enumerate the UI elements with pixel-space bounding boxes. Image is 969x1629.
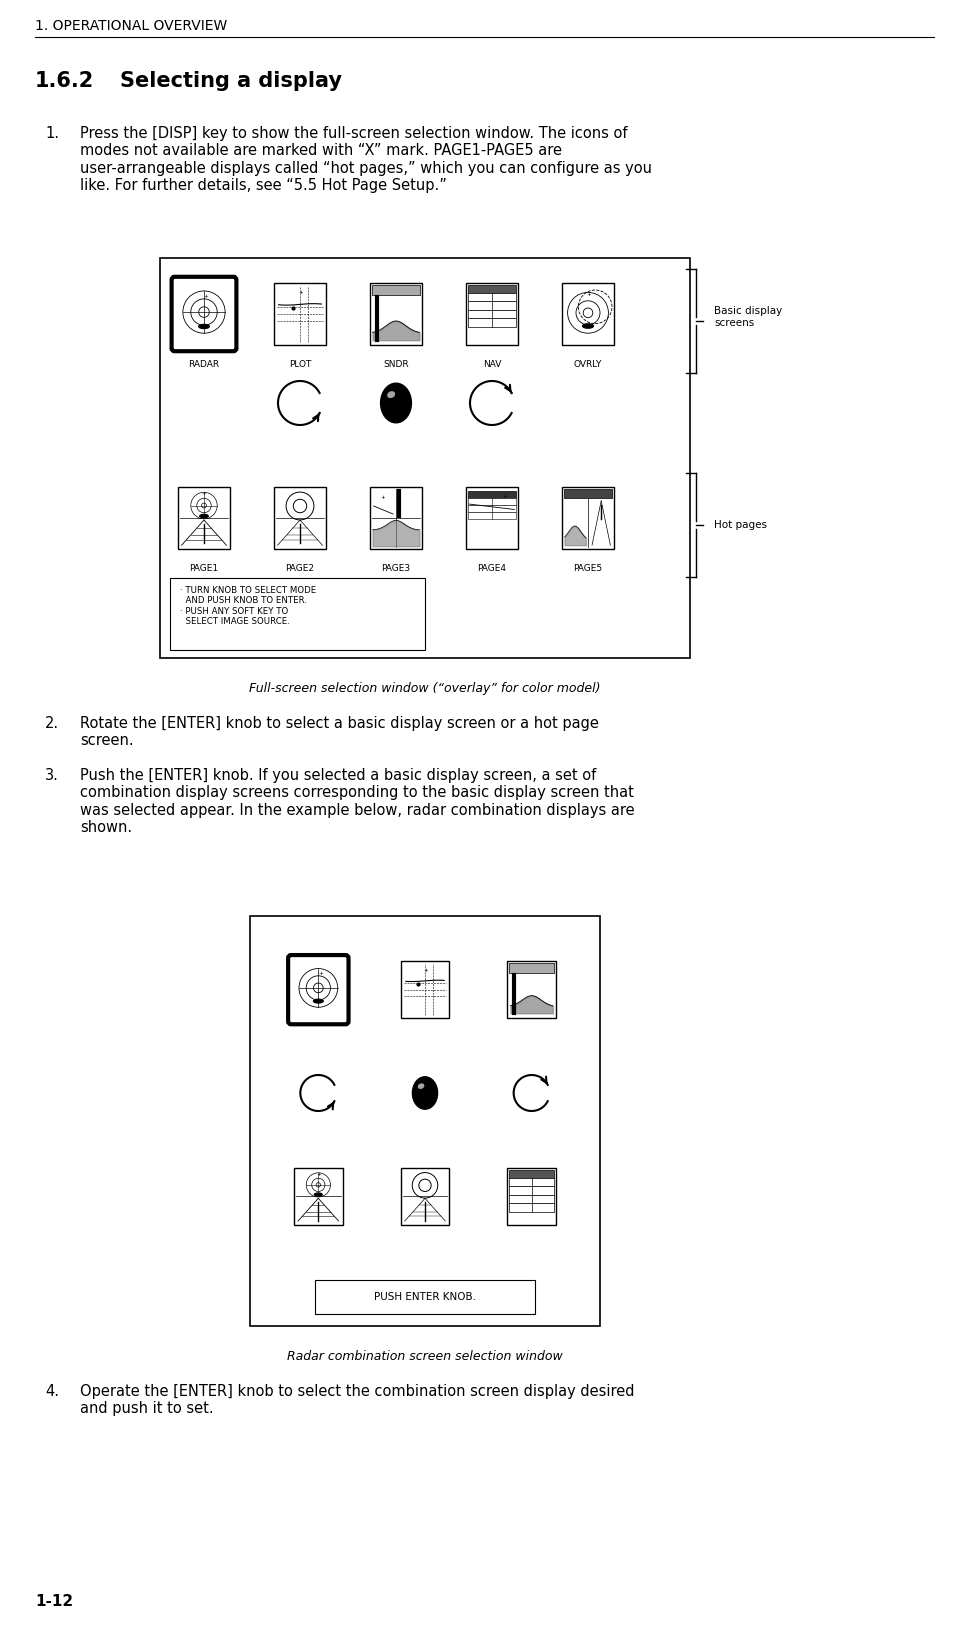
Text: Selecting a display: Selecting a display <box>120 72 342 91</box>
Ellipse shape <box>314 999 324 1003</box>
Ellipse shape <box>200 515 208 518</box>
Bar <box>401 961 450 1018</box>
Bar <box>369 283 422 345</box>
Bar <box>468 301 516 310</box>
Bar <box>508 961 556 1018</box>
Text: 4.: 4. <box>45 1385 59 1399</box>
Ellipse shape <box>381 383 412 424</box>
Bar <box>465 487 518 549</box>
Bar <box>177 487 231 549</box>
Bar <box>250 915 600 1326</box>
Bar <box>510 1194 554 1204</box>
Bar <box>508 1168 556 1225</box>
Text: Push the [ENTER] knob. If you selected a basic display screen, a set of
combinat: Push the [ENTER] knob. If you selected a… <box>80 767 635 836</box>
Bar <box>465 283 518 345</box>
Text: +: + <box>381 495 385 500</box>
Bar <box>468 318 516 327</box>
Text: 1.: 1. <box>45 125 59 142</box>
Bar <box>273 283 327 345</box>
Bar <box>564 489 612 498</box>
Ellipse shape <box>413 1077 438 1109</box>
Text: Press the [DISP] key to show the full-screen selection window. The icons of
mode: Press the [DISP] key to show the full-sc… <box>80 125 652 194</box>
Text: +: + <box>318 971 323 976</box>
Text: SNDR: SNDR <box>383 360 409 370</box>
Bar <box>468 285 516 293</box>
Bar <box>562 283 614 345</box>
Text: +: + <box>586 292 591 296</box>
Bar <box>295 1168 342 1225</box>
Text: Radar combination screen selection window: Radar combination screen selection windo… <box>287 1350 563 1363</box>
Text: 1-12: 1-12 <box>35 1595 73 1609</box>
Ellipse shape <box>582 324 593 327</box>
FancyBboxPatch shape <box>288 955 349 1025</box>
Text: NAV: NAV <box>483 360 501 370</box>
Text: Operate the [ENTER] knob to select the combination screen display desired
and pu: Operate the [ENTER] knob to select the c… <box>80 1385 635 1416</box>
Text: PAGE5: PAGE5 <box>574 564 603 573</box>
Bar <box>371 285 421 295</box>
Text: Full-screen selection window (“overlay” for color model): Full-screen selection window (“overlay” … <box>249 683 601 696</box>
Text: Rotate the [ENTER] knob to select a basic display screen or a hot page
screen.: Rotate the [ENTER] knob to select a basi… <box>80 717 599 748</box>
Text: PAGE4: PAGE4 <box>478 564 507 573</box>
Bar <box>468 505 516 512</box>
Text: PAGE3: PAGE3 <box>382 564 411 573</box>
Text: +: + <box>316 1171 321 1176</box>
Ellipse shape <box>418 1083 424 1090</box>
Bar <box>160 257 690 658</box>
Text: 3.: 3. <box>45 767 59 784</box>
Text: Basic display
screens: Basic display screens <box>714 306 782 327</box>
Bar <box>562 487 614 549</box>
Bar <box>510 1178 554 1186</box>
Text: PUSH ENTER KNOB.: PUSH ENTER KNOB. <box>374 1292 476 1302</box>
Bar <box>468 512 516 518</box>
Text: +: + <box>203 293 208 298</box>
Text: +: + <box>503 494 508 500</box>
Text: PAGE1: PAGE1 <box>189 564 219 573</box>
Text: RADAR: RADAR <box>188 360 220 370</box>
Ellipse shape <box>315 1192 322 1196</box>
Bar <box>468 490 516 498</box>
Bar <box>273 487 327 549</box>
Text: +: + <box>202 492 206 497</box>
Bar <box>369 487 422 549</box>
Text: 1. OPERATIONAL OVERVIEW: 1. OPERATIONAL OVERVIEW <box>35 20 228 33</box>
Text: +: + <box>423 968 428 973</box>
Bar <box>468 310 516 318</box>
Ellipse shape <box>199 324 209 329</box>
Bar <box>510 963 554 973</box>
Text: · TURN KNOB TO SELECT MODE
  AND PUSH KNOB TO ENTER.
· PUSH ANY SOFT KEY TO
  SE: · TURN KNOB TO SELECT MODE AND PUSH KNOB… <box>180 586 316 626</box>
Text: +: + <box>298 290 303 295</box>
Text: OVRLY: OVRLY <box>574 360 602 370</box>
Bar <box>170 578 425 650</box>
Bar <box>510 1204 554 1212</box>
Bar <box>468 498 516 505</box>
Bar <box>510 1186 554 1194</box>
Text: PLOT: PLOT <box>289 360 311 370</box>
Text: 1.6.2: 1.6.2 <box>35 72 94 91</box>
Bar <box>468 293 516 301</box>
Ellipse shape <box>388 391 395 397</box>
Text: Hot pages: Hot pages <box>714 520 767 529</box>
Bar <box>315 1280 535 1315</box>
FancyBboxPatch shape <box>172 277 236 352</box>
Bar <box>510 1170 554 1178</box>
Text: 2.: 2. <box>45 717 59 731</box>
Text: PAGE2: PAGE2 <box>286 564 315 573</box>
Bar <box>401 1168 450 1225</box>
